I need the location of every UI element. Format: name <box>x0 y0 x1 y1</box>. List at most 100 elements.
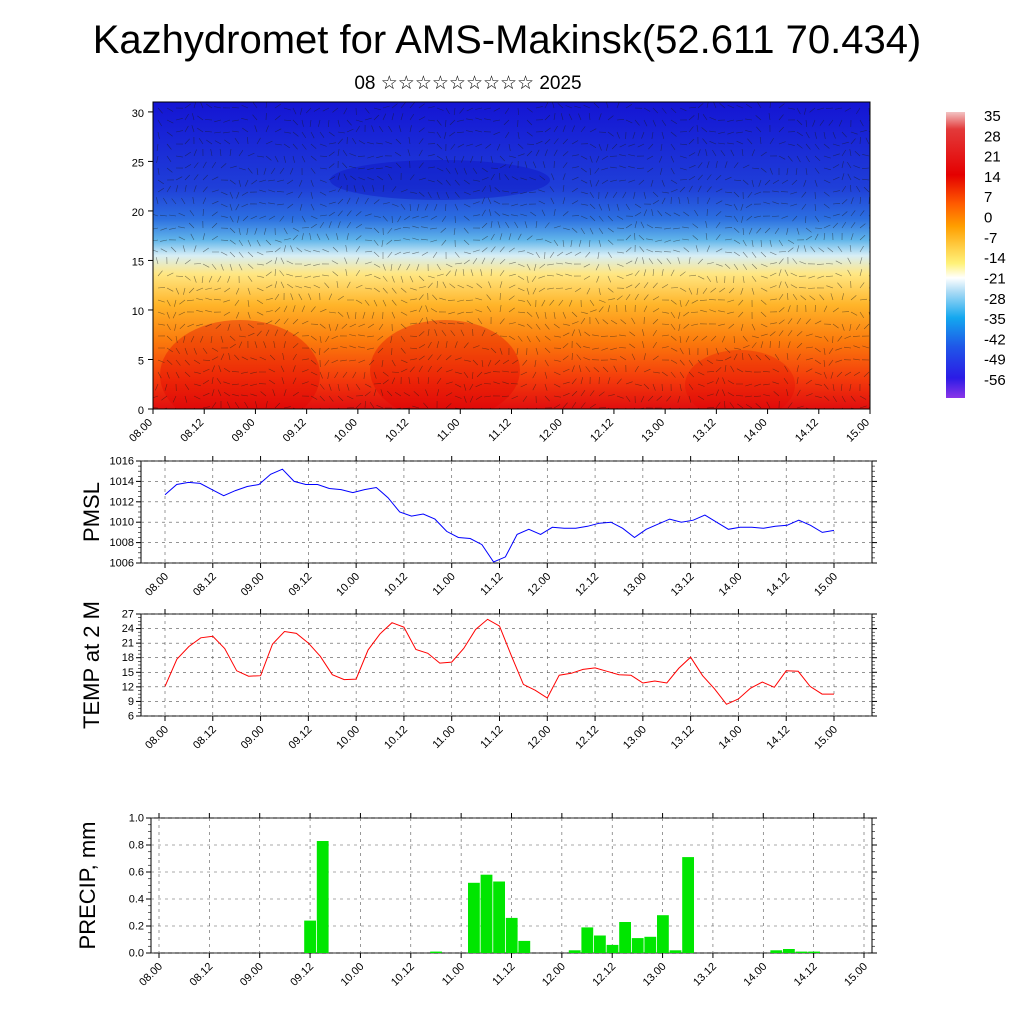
precip-bar <box>594 935 606 953</box>
precip-y-tick-label: 1.0 <box>129 813 144 825</box>
pmsl-x-tick-label: 08.00 <box>143 571 171 599</box>
colorbar-label: 14 <box>984 169 1001 186</box>
precip-bar <box>518 940 531 953</box>
wind-temperature-heatmap: 0 5 10 15 20 25 30 08.00 08.12 09.00 09.12 10.00 10.… <box>127 101 872 445</box>
pmsl-x-tick-label: 11.12 <box>478 571 505 598</box>
precip-x-tick-label: 10.12 <box>389 961 417 989</box>
precip-x-tick-label: 13.00 <box>641 961 669 989</box>
temp-y-axis-label: TEMP at 2 M <box>79 601 104 729</box>
pmsl-y-axis-label: PMSL <box>79 482 104 542</box>
temp-x-tick-label: 14.00 <box>717 724 745 752</box>
heatmap-x-tick-label: 14.00 <box>742 417 770 445</box>
cold-core <box>330 160 550 200</box>
temp-x-tick-label: 13.00 <box>621 724 649 752</box>
pmsl-x-tick-label: 09.12 <box>287 571 315 599</box>
temp-x-tick-label: 08.00 <box>143 724 171 752</box>
heatmap-x-tick-label: 11.12 <box>486 417 513 444</box>
temp-panel: 27 24 21 18 15 12 9 6 08.00 08.12 09.00 09.12 10.00 1… <box>79 601 877 752</box>
precip-bar <box>669 950 682 953</box>
heatmap-y-tick-label: 20 <box>132 207 144 219</box>
precip-bar <box>568 950 581 953</box>
precip-bar <box>304 920 316 953</box>
precip-bar <box>480 874 493 953</box>
temp-x-tick-label: 14.12 <box>764 724 792 752</box>
heatmap-x-tick-label: 15.00 <box>844 417 872 445</box>
temp-x-tick-label: 09.00 <box>239 724 267 752</box>
temp-y-tick-label: 24 <box>122 623 134 635</box>
temp-y-tick-label: 6 <box>128 711 134 723</box>
pmsl-y-tick-label: 1006 <box>110 558 134 570</box>
precip-x-tick-label: 15.00 <box>842 961 870 989</box>
chart-subtitle: 08 ☆☆☆☆☆☆☆☆☆ 2025 <box>354 73 582 94</box>
temp-x-tick-label: 11.12 <box>478 724 505 751</box>
colorbar-label: 21 <box>984 149 1001 166</box>
heatmap-x-tick-label: 12.00 <box>537 417 565 445</box>
heatmap-y-tick-label: 10 <box>132 306 144 318</box>
temp-x-tick-label: 08.12 <box>191 724 219 752</box>
colorbar-label: -42 <box>984 331 1006 348</box>
heatmap-y-tick-label: 0 <box>138 405 144 417</box>
pmsl-x-tick-label: 15.00 <box>812 571 840 599</box>
pmsl-x-tick-label: 11.00 <box>430 571 457 598</box>
chart-title: Kazhydromet for AMS-Makinsk(52.611 70.43… <box>92 18 922 62</box>
heatmap-y-tick-label: 15 <box>132 256 144 268</box>
precip-y-tick-label: 0.4 <box>129 894 144 906</box>
heatmap-x-tick-label: 13.12 <box>691 417 719 445</box>
heatmap-x-tick-label: 12.12 <box>588 417 616 445</box>
heatmap-x-tick-label: 10.00 <box>332 417 360 445</box>
heatmap-x-tick-label: 09.00 <box>230 417 258 445</box>
precip-y-tick-label: 0.8 <box>129 840 144 852</box>
heatmap-x-tick-label: 11.00 <box>435 417 462 444</box>
pmsl-panel: 1016 1014 1012 1010 1008 1006 08.00 08.12 09.00 0… <box>79 456 877 599</box>
temp-y-tick-label: 12 <box>122 681 134 693</box>
temp-line <box>164 618 834 705</box>
pmsl-x-tick-label: 12.00 <box>525 571 553 599</box>
precip-x-tick-label: 08.12 <box>188 961 216 989</box>
heatmap-x-tick-label: 08.12 <box>178 417 206 445</box>
pmsl-x-tick-label: 10.12 <box>382 571 410 599</box>
precip-bar <box>808 951 820 953</box>
pmsl-y-tick-label: 1014 <box>110 476 134 488</box>
heatmap-y-tick-label: 30 <box>132 108 144 120</box>
pmsl-x-tick-label: 08.12 <box>191 571 219 599</box>
warm-core-1 <box>160 320 320 409</box>
colorbar-gradient <box>946 112 965 398</box>
colorbar-label: -56 <box>984 372 1006 389</box>
colorbar-label: 0 <box>984 210 992 227</box>
pmsl-x-tick-label: 14.00 <box>717 571 745 599</box>
pmsl-line <box>164 468 835 563</box>
precip-x-tick-label: 09.00 <box>238 961 266 989</box>
temp-frame <box>140 613 873 717</box>
heatmap-x-tick-label: 14.12 <box>793 417 821 445</box>
temp-x-tick-label: 12.00 <box>525 724 553 752</box>
precip-bar <box>783 949 795 953</box>
heatmap-x-tick-label: 13.00 <box>639 417 667 445</box>
pmsl-x-tick-label: 10.00 <box>334 571 362 599</box>
precip-bar <box>644 936 657 953</box>
precip-x-tick-label: 08.00 <box>137 961 165 989</box>
precip-y-axis-label: PRECIP, mm <box>75 822 100 950</box>
temp-y-tick-label: 21 <box>122 638 134 650</box>
heatmap-x-tick-label: 09.12 <box>281 417 309 445</box>
temp-x-tick-label: 11.00 <box>430 724 457 751</box>
precip-bar <box>606 944 619 953</box>
precip-x-tick-label: 14.12 <box>792 961 820 989</box>
wind-vectors <box>153 102 870 409</box>
precip-x-tick-label: 12.00 <box>540 961 568 989</box>
precip-bar <box>316 841 329 953</box>
colorbar: 35 28 21 14 7 0 -7 -14 -21 -28 -35 -42 -49 -56 <box>946 108 1006 398</box>
temp-y-tick-label: 27 <box>122 609 134 621</box>
colorbar-label: 35 <box>984 108 1001 125</box>
pmsl-y-tick-label: 1016 <box>110 456 134 468</box>
precip-bar <box>619 922 631 953</box>
pmsl-x-tick-label: 09.00 <box>239 571 267 599</box>
warm-core-2 <box>370 320 520 409</box>
colorbar-label: 28 <box>984 128 1001 145</box>
pmsl-x-tick-label: 14.12 <box>764 571 792 599</box>
temp-x-tick-label: 12.12 <box>573 724 601 752</box>
precip-x-tick-label: 14.00 <box>741 961 769 989</box>
temp-y-tick-label: 9 <box>128 696 134 708</box>
heatmap-x-tick-label: 10.12 <box>383 417 411 445</box>
precip-bar <box>468 882 480 953</box>
